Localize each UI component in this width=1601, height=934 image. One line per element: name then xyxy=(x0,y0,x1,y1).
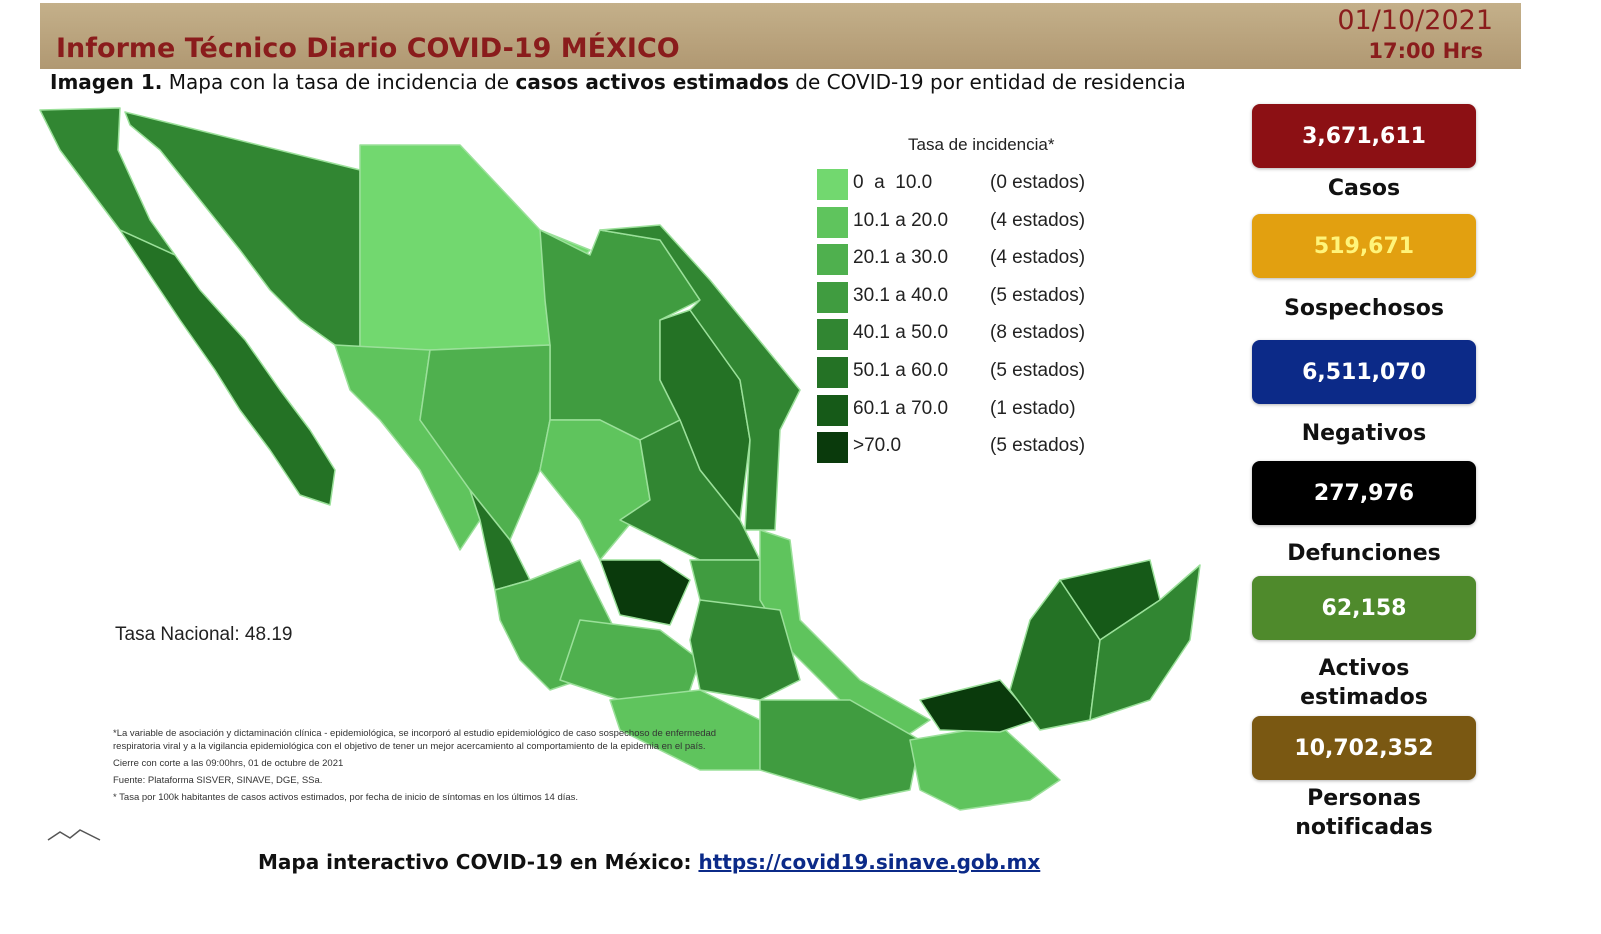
legend-range: >70.0 xyxy=(853,435,902,457)
legend-range: 10.1 a 20.0 xyxy=(853,209,949,231)
report-date: 01/10/2021 xyxy=(1337,5,1493,36)
legend-count: (0 estados) xyxy=(990,172,1086,193)
stat-value: 3,671,611 xyxy=(1252,104,1476,168)
mexico-map xyxy=(39,107,1201,841)
state xyxy=(919,679,1036,733)
stat-value: 6,511,070 xyxy=(1252,340,1476,404)
legend-swatch xyxy=(817,206,848,238)
footnotes: *La variable de asociación y dictaminaci… xyxy=(113,727,753,808)
legend-count: (8 estados) xyxy=(990,322,1086,344)
footer-text: Mapa interactivo COVID-19 en México: xyxy=(258,850,692,874)
legend-swatch xyxy=(817,319,848,351)
header-band: Informe Técnico Diario COVID-19 MÉXICO 0… xyxy=(40,3,1521,69)
legend-swatch xyxy=(817,432,848,464)
subtitle-text: de COVID-19 por entidad de residencia xyxy=(795,70,1186,94)
national-rate: Tasa Nacional: 48.19 xyxy=(115,624,293,645)
legend-count: (5 estados) xyxy=(990,360,1086,381)
legend-range: 50.1 a 60.0 xyxy=(853,360,949,381)
legend-swatch xyxy=(817,394,848,426)
state xyxy=(539,419,651,561)
legend-title: Tasa de incidencia* xyxy=(908,135,1055,154)
stat-value: 10,702,352 xyxy=(1252,716,1476,780)
legend-count: (4 estados) xyxy=(990,247,1086,269)
state xyxy=(1089,564,1201,721)
stat-label: Activos estimados xyxy=(1300,656,1428,710)
legend-swatch xyxy=(817,244,848,276)
report-title: Informe Técnico Diario COVID-19 MÉXICO xyxy=(56,33,680,64)
state xyxy=(599,559,691,626)
legend-range: 60.1 a 70.0 xyxy=(853,397,949,419)
footnote: Fuente: Plataforma SISVER, SINAVE, DGE, … xyxy=(113,775,323,786)
legend-range: 20.1 a 30.0 xyxy=(853,247,949,269)
subtitle: Imagen 1. Mapa con la tasa de incidencia… xyxy=(50,70,1186,94)
stat-label: Defunciones xyxy=(1287,541,1441,566)
stat-label: Negativos xyxy=(1301,421,1427,446)
state xyxy=(419,344,551,541)
report-time: 17:00 Hrs xyxy=(1368,39,1483,63)
legend-count: (5 estados) xyxy=(990,435,1086,457)
stat-value: 62,158 xyxy=(1252,576,1476,640)
footer: Mapa interactivo COVID-19 en México: htt… xyxy=(258,850,1040,874)
legend-swatch xyxy=(817,281,848,313)
footnote: *La variable de asociación y dictaminaci… xyxy=(113,728,717,752)
subtitle-text: Mapa con la tasa de incidencia de xyxy=(168,70,510,94)
state xyxy=(909,724,1061,811)
footer-link[interactable]: https://covid19.sinave.gob.mx xyxy=(698,850,1041,874)
legend-count: (4 estados) xyxy=(990,209,1086,231)
legend-range: 40.1 a 50.0 xyxy=(853,322,949,344)
subtitle-label: Imagen 1. xyxy=(50,70,163,94)
legend-range: 30.1 a 40.0 xyxy=(853,284,949,306)
legend-range: 0 a 10.0 xyxy=(853,172,933,193)
stat-value: 519,671 xyxy=(1252,214,1476,278)
legend-swatch xyxy=(817,357,848,388)
state xyxy=(759,699,921,801)
logo-mark xyxy=(47,829,101,841)
stat-value: 277,976 xyxy=(1252,461,1476,525)
footnote: * Tasa por 100k habitantes de casos acti… xyxy=(113,792,579,803)
legend-count: (5 estados) xyxy=(990,284,1086,306)
stat-label: Casos xyxy=(1327,176,1401,201)
legend-swatch xyxy=(817,169,848,200)
stat-label: Personas notificadas xyxy=(1295,786,1433,840)
subtitle-emphasis: casos activos estimados xyxy=(515,70,789,94)
state xyxy=(119,229,336,506)
footnote: Cierre con corte a las 09:00hrs, 01 de o… xyxy=(113,758,344,769)
legend-count: (1 estado) xyxy=(990,397,1076,419)
stat-label: Sospechosos xyxy=(1284,296,1444,321)
